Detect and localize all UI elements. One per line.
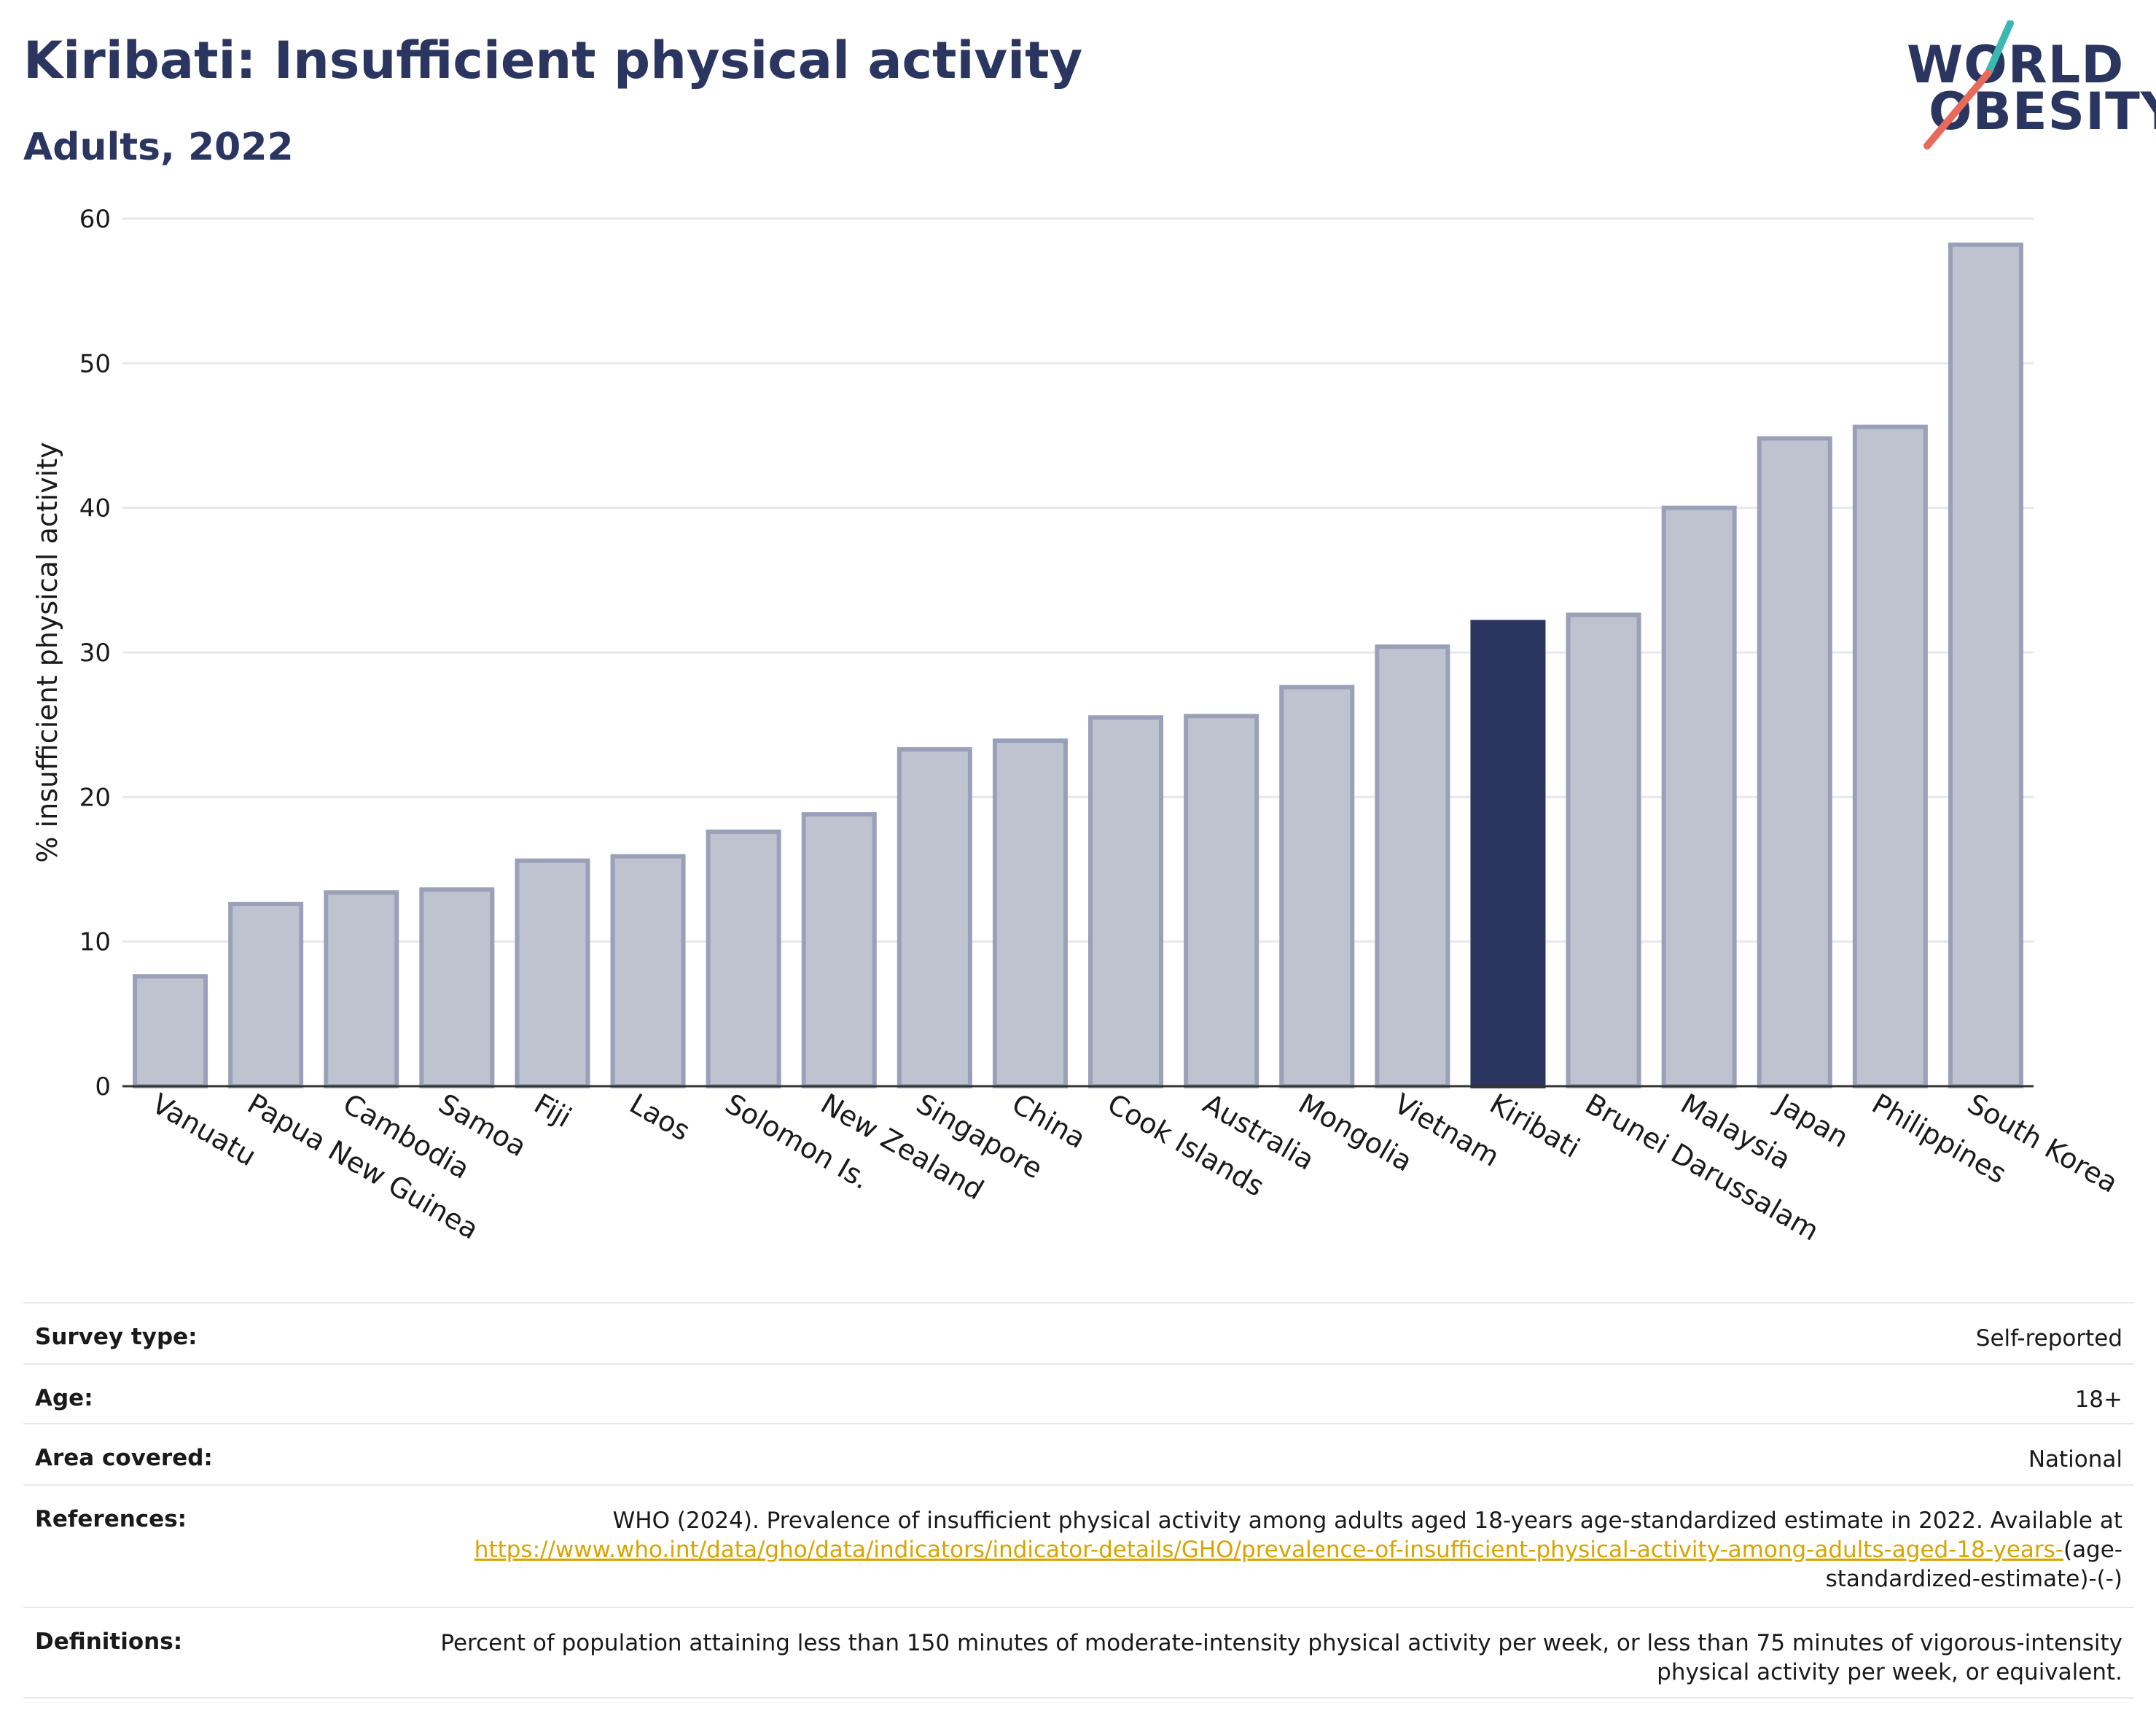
references-value: WHO (2024). Prevalence of insufficient p… — [410, 1506, 2122, 1594]
x-tick-label: Laos — [625, 1088, 696, 1147]
bar-new-zealand — [801, 812, 877, 1089]
bar-brunei-darussalam — [1566, 612, 1641, 1088]
logo-slash-icon — [1923, 20, 2014, 149]
x-tick-label: New Zealand — [816, 1088, 989, 1206]
bar-laos — [610, 854, 686, 1089]
definitions-value: Percent of population attaining less tha… — [440, 1630, 2122, 1685]
page-subtitle: Adults, 2022 — [23, 125, 294, 169]
metadata-table: Survey type: Self-reported Age: 18+ Area… — [23, 1302, 2134, 1699]
logo-line-2: OBESITY — [1929, 82, 2156, 141]
y-axis-label: % insufficient physical activity — [31, 442, 63, 862]
definitions-label: Definitions: — [35, 1629, 183, 1655]
meta-row-area: Area covered: National — [23, 1423, 2134, 1484]
bar-kiribati — [1470, 620, 1546, 1088]
age-value: 18+ — [2074, 1387, 2122, 1413]
bar-australia — [1184, 714, 1259, 1088]
bar-cook-islands — [1088, 715, 1164, 1088]
bar-cambodia — [324, 890, 399, 1088]
survey-label: Survey type: — [35, 1324, 198, 1350]
area-value: National — [2028, 1446, 2122, 1473]
bar-singapore — [897, 746, 972, 1089]
references-tail: (age-standardized-estimate)-(-) — [1825, 1537, 2122, 1592]
meta-row-references: References: WHO (2024). Prevalence of in… — [23, 1484, 2134, 1607]
bar-malaysia — [1661, 505, 1737, 1088]
age-label: Age: — [35, 1385, 93, 1411]
bar-papua-new-guinea — [228, 902, 304, 1088]
logo-line-1: WORLD — [1907, 35, 2125, 95]
bar-chart: 0 10 20 30 40 50 60 % insufficient physical act… — [31, 205, 2123, 1247]
y-tick-label: 20 — [79, 783, 111, 812]
y-tick-label: 10 — [79, 928, 111, 957]
x-tick-label: Fiji — [528, 1088, 577, 1134]
bar-mongolia — [1279, 685, 1355, 1088]
bar-samoa — [419, 887, 495, 1088]
references-text: WHO (2024). Prevalence of insufficient p… — [612, 1508, 2122, 1534]
x-tick-label: Vanuatu — [147, 1088, 262, 1172]
world-obesity-logo: WORLD OBESITY — [1902, 20, 2156, 152]
page-title: Kiribati: Insufficient physical activity — [23, 31, 1083, 90]
references-label: References: — [35, 1506, 187, 1532]
y-tick-label: 40 — [79, 494, 111, 523]
y-tick-label: 60 — [79, 205, 111, 234]
meta-row-definitions: Definitions: Percent of population attai… — [23, 1607, 2134, 1699]
bar-vanuatu — [133, 974, 208, 1089]
meta-row-age: Age: 18+ — [23, 1363, 2134, 1423]
y-tick-label: 50 — [79, 349, 111, 378]
bar-fiji — [515, 858, 590, 1088]
bar-solomon-is — [706, 829, 781, 1089]
bar-south-korea — [1948, 242, 2023, 1089]
y-tick-label: 0 — [95, 1072, 111, 1102]
survey-value: Self-reported — [1975, 1325, 2122, 1352]
meta-row-survey: Survey type: Self-reported — [23, 1302, 2134, 1363]
bar-china — [992, 738, 1068, 1088]
area-label: Area covered: — [35, 1445, 213, 1471]
bar-japan — [1757, 436, 1832, 1088]
bar-vietnam — [1375, 644, 1450, 1088]
bar-philippines — [1852, 424, 1928, 1089]
references-link[interactable]: https://www.who.int/data/gho/data/indica… — [474, 1537, 2063, 1563]
y-tick-label: 30 — [79, 639, 111, 668]
